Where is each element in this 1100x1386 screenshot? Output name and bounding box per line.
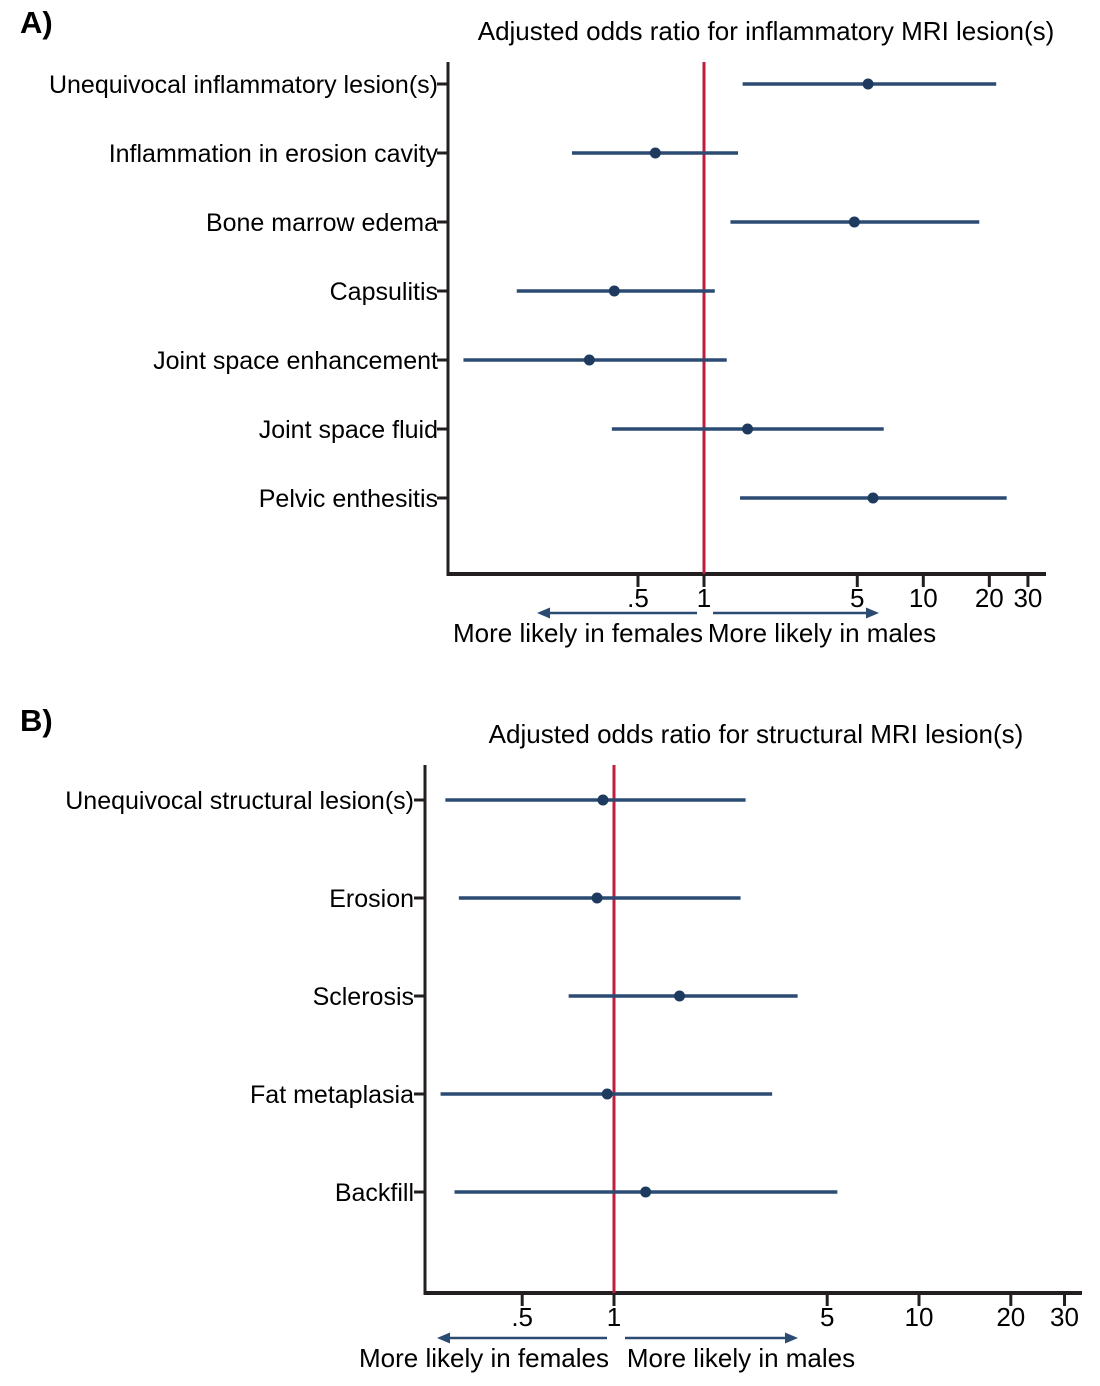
category-label: Bone marrow edema [206, 209, 438, 237]
category-label: Pelvic enthesitis [259, 485, 438, 513]
point-estimate-marker [674, 990, 686, 1002]
point-estimate-marker [867, 492, 879, 504]
category-label: Joint space enhancement [153, 347, 438, 375]
panel-a-title: Adjusted odds ratio for inflammatory MRI… [477, 16, 1055, 46]
females-annotation-label: More likely in females [359, 1343, 609, 1373]
point-estimate-marker [649, 147, 661, 159]
point-estimate-marker [848, 216, 860, 228]
males-arrowhead-icon [785, 1332, 798, 1344]
x-tick-label: 1 [697, 583, 711, 613]
point-estimate-marker [583, 354, 595, 366]
x-tick-label: .5 [627, 583, 649, 613]
category-label: Erosion [329, 885, 414, 913]
x-tick-label: 1 [607, 1302, 621, 1332]
category-label: Joint space fluid [259, 416, 438, 444]
panel-b-title: Adjusted odds ratio for structural MRI l… [488, 719, 1024, 749]
x-tick-label: 5 [850, 583, 864, 613]
females-annotation-label: More likely in females [453, 618, 703, 648]
point-estimate-marker [862, 78, 874, 90]
point-estimate-marker [597, 794, 609, 806]
x-tick-label: 20 [975, 583, 1004, 613]
category-label: Backfill [335, 1179, 414, 1207]
males-annotation-label: More likely in males [708, 618, 936, 648]
females-arrowhead-icon [537, 607, 550, 619]
females-arrowhead-icon [437, 1332, 450, 1344]
category-label: Sclerosis [313, 983, 414, 1011]
x-tick-label: .5 [511, 1302, 533, 1332]
point-estimate-marker [601, 1088, 613, 1100]
point-estimate-marker [591, 892, 603, 904]
category-label: Inflammation in erosion cavity [109, 140, 439, 168]
point-estimate-marker [640, 1186, 652, 1198]
x-tick-label: 20 [996, 1302, 1025, 1332]
males-annotation-label: More likely in males [627, 1343, 855, 1373]
point-estimate-marker [742, 423, 754, 435]
males-arrowhead-icon [866, 607, 879, 619]
panel-a-letter: A) [20, 5, 53, 40]
x-tick-label: 10 [909, 583, 938, 613]
category-label: Unequivocal inflammatory lesion(s) [49, 71, 438, 99]
category-label: Unequivocal structural lesion(s) [65, 787, 414, 815]
x-tick-label: 5 [820, 1302, 834, 1332]
x-tick-label: 10 [905, 1302, 934, 1332]
category-label: Fat metaplasia [250, 1081, 414, 1109]
x-tick-label: 30 [1013, 583, 1042, 613]
category-label: Capsulitis [330, 278, 438, 306]
x-tick-label: 30 [1050, 1302, 1079, 1332]
panel-b-letter: B) [20, 703, 53, 738]
point-estimate-marker [608, 285, 620, 297]
